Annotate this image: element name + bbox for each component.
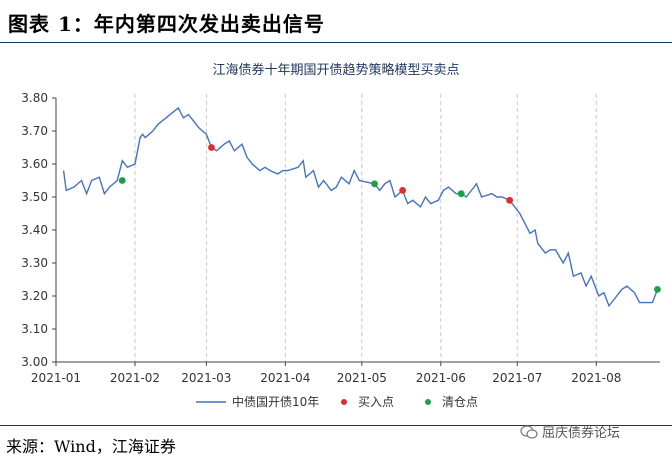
y-tick-label: 3.50 bbox=[21, 190, 48, 204]
gridlines bbox=[134, 94, 597, 362]
y-tick-label: 3.30 bbox=[21, 256, 48, 270]
source-divider bbox=[0, 425, 672, 426]
sell-point-marker bbox=[371, 180, 378, 188]
legend-swatch-buy bbox=[341, 399, 347, 405]
x-tick-label: 2021-02 bbox=[110, 371, 160, 385]
chart: 江海债券十年期国开债趋势策略模型买卖点 3.00 3.10 3.20 3.30 3.40… bbox=[21, 62, 661, 409]
y-axis: 3.00 3.10 3.20 3.30 3.40 3.50 3.60 3.70 3.80 bbox=[21, 91, 57, 369]
x-tick-label: 2021-07 bbox=[492, 371, 542, 385]
y-tick-label: 3.70 bbox=[21, 124, 48, 138]
watermark-text: 屈庆债券论坛 bbox=[542, 426, 621, 441]
buy-point-marker bbox=[399, 187, 406, 194]
y-tick-label: 3.40 bbox=[21, 223, 48, 237]
legend-label-buy: 买入点 bbox=[358, 395, 394, 409]
y-tick-label: 3.20 bbox=[21, 289, 48, 303]
x-tick-label: 2021-03 bbox=[181, 371, 231, 385]
buy-point-marker bbox=[506, 196, 514, 204]
x-tick-label: 2021-05 bbox=[337, 371, 387, 385]
source-note: 来源：Wind，江海证券 bbox=[6, 437, 176, 456]
figure-title: 图表 1：年内第四次发出卖出信号 bbox=[8, 12, 325, 36]
sell-point-marker bbox=[457, 190, 465, 198]
sell-point-marker bbox=[654, 286, 661, 293]
y-tick-label: 3.10 bbox=[21, 322, 48, 336]
y-tick-label: 3.00 bbox=[21, 355, 48, 369]
legend-label-sell: 清仓点 bbox=[442, 395, 478, 409]
series-layer bbox=[62, 106, 661, 308]
legend: 中债国开债10年 买入点 清仓点 bbox=[196, 394, 478, 409]
title-divider bbox=[0, 42, 672, 43]
x-tick-label: 2021-06 bbox=[416, 371, 466, 385]
sell-point-marker bbox=[118, 177, 126, 184]
wechat-icon bbox=[520, 424, 538, 439]
legend-swatch-sell bbox=[425, 399, 431, 405]
x-tick-label: 2021-04 bbox=[260, 371, 310, 385]
watermark: 屈庆债券论坛 bbox=[520, 422, 620, 441]
y-tick-label: 3.60 bbox=[21, 157, 48, 171]
x-tick-label: 2021-08 bbox=[571, 371, 621, 385]
x-tick-label: 2021-01 bbox=[31, 371, 81, 385]
buy-point-marker bbox=[208, 144, 215, 151]
legend-label-line: 中债国开债10年 bbox=[232, 394, 319, 409]
x-axis: 2021-01 2021-02 2021-03 2021-04 2021-05 2021-… bbox=[31, 361, 660, 385]
chart-title: 江海债券十年期国开债趋势策略模型买卖点 bbox=[212, 62, 459, 78]
y-tick-label: 3.80 bbox=[21, 91, 48, 105]
series-line-cdb10y bbox=[62, 106, 659, 308]
